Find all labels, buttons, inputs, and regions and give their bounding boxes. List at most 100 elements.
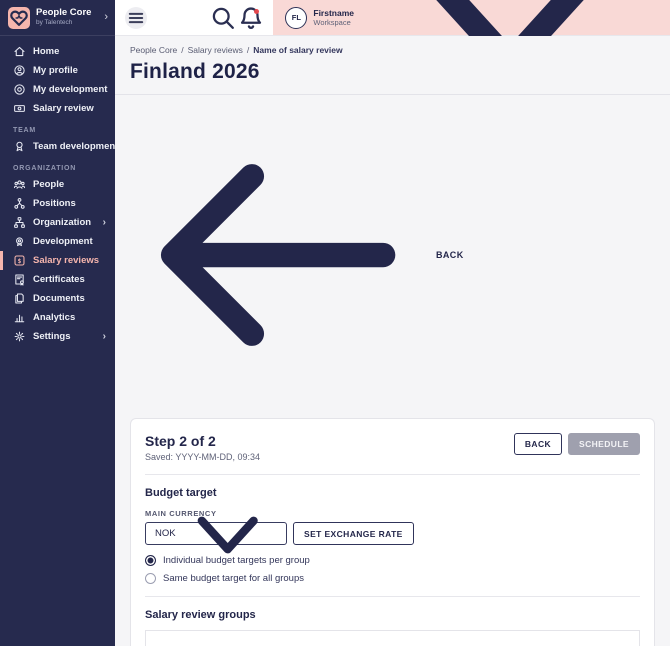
positions-icon bbox=[13, 197, 26, 210]
current-salary-column-header: CURRENT SALARY bbox=[373, 630, 446, 646]
sidebar-item-salary-review[interactable]: Salary review bbox=[0, 99, 115, 118]
home-icon bbox=[13, 45, 26, 58]
page-content: People Core / Salary reviews / Name of s… bbox=[115, 36, 670, 646]
sidebar-item-analytics[interactable]: Analytics bbox=[0, 308, 115, 327]
sidebar-item-label: Positions bbox=[33, 198, 76, 209]
profile-icon bbox=[13, 64, 26, 77]
sidebar-item-label: Settings bbox=[33, 331, 71, 342]
sidebar-item-label: People bbox=[33, 179, 65, 190]
app-logo[interactable]: People Core by Talentech › bbox=[0, 0, 115, 36]
sidebar-item-positions[interactable]: Positions bbox=[0, 194, 115, 213]
sidebar-item-development[interactable]: Development bbox=[0, 232, 115, 251]
user-name: Firstname bbox=[313, 7, 354, 18]
sidebar-nav: Home My profile My development bbox=[0, 36, 118, 352]
group-column-header[interactable]: GROUP bbox=[154, 637, 366, 646]
sidebar-item-settings[interactable]: Settings › bbox=[0, 327, 115, 346]
sidebar-item-label: Certificates bbox=[33, 274, 85, 285]
sidebar-item-salary-reviews[interactable]: $ Salary reviews bbox=[0, 251, 115, 270]
sidebar-item-home[interactable]: Home bbox=[0, 42, 115, 61]
set-exchange-rate-button[interactable]: SET EXCHANGE RATE bbox=[293, 522, 414, 545]
people-core-logo-icon bbox=[8, 6, 30, 29]
breadcrumb: People Core / Salary reviews / Name of s… bbox=[130, 45, 655, 55]
sidebar-personal-section: Home My profile My development bbox=[0, 42, 115, 118]
chevron-right-icon: › bbox=[102, 217, 106, 228]
sidebar-item-documents[interactable]: Documents bbox=[0, 289, 115, 308]
menu-icon bbox=[125, 7, 147, 29]
user-menu[interactable]: FL Firstname Workspace bbox=[273, 0, 670, 75]
breadcrumb-separator: / bbox=[246, 45, 250, 55]
sidebar-item-label: Organization bbox=[33, 217, 92, 228]
sidebar-item-label: My profile bbox=[33, 65, 78, 76]
header-divider bbox=[115, 94, 670, 95]
sidebar-item-certificates[interactable]: Certificates bbox=[0, 270, 115, 289]
settings-icon bbox=[13, 330, 26, 343]
organization-icon bbox=[13, 216, 26, 229]
certificates-icon bbox=[13, 273, 26, 286]
sidebar-item-label: Analytics bbox=[33, 312, 76, 323]
sidebar-item-my-profile[interactable]: My profile bbox=[0, 61, 115, 80]
sidebar-collapse-chevron-icon[interactable]: › bbox=[104, 11, 108, 23]
documents-icon bbox=[13, 292, 26, 305]
back-link[interactable]: BACK bbox=[130, 105, 464, 405]
sidebar: People Core by Talentech › Home My profi… bbox=[0, 0, 118, 646]
wizard-card: Step 2 of 2 Saved: YYYY-MM-DD, 09:34 BAC… bbox=[130, 418, 655, 646]
chevron-down-icon bbox=[176, 482, 279, 585]
page-title: Finland 2026 bbox=[130, 60, 260, 83]
table-header-row: GROUP CURRENT SALARY BUDGET TARGET ESTIM… bbox=[145, 630, 640, 646]
bell-icon bbox=[237, 4, 265, 32]
sidebar-item-people[interactable]: People bbox=[0, 175, 115, 194]
main-area: FL Firstname Workspace People Core / Sal… bbox=[115, 0, 670, 646]
menu-button[interactable] bbox=[125, 6, 147, 29]
topbar: FL Firstname Workspace bbox=[115, 0, 670, 75]
app-name: People Core bbox=[36, 7, 92, 19]
sidebar-item-label: My development bbox=[33, 84, 108, 95]
chevron-right-icon: › bbox=[102, 331, 106, 342]
sidebar-team-section: Team development bbox=[0, 137, 118, 156]
breadcrumb-item-salary-reviews[interactable]: Salary reviews bbox=[187, 45, 243, 55]
salary-reviews-icon: $ bbox=[13, 254, 26, 267]
sidebar-item-label: Home bbox=[33, 46, 60, 57]
arrow-left-icon bbox=[130, 105, 430, 405]
breadcrumb-item-current: Name of salary review bbox=[253, 45, 343, 55]
budget-target-column-header: BUDGET TARGET bbox=[445, 630, 574, 646]
sidebar-item-my-development[interactable]: My development bbox=[0, 80, 115, 99]
divider bbox=[145, 596, 640, 597]
budget-target-heading: Budget target bbox=[145, 487, 217, 499]
salary-groups-table: GROUP CURRENT SALARY BUDGET TARGET ESTIM… bbox=[145, 630, 640, 646]
radio-icon bbox=[145, 573, 156, 584]
sidebar-item-label: Documents bbox=[33, 293, 85, 304]
schedule-button-top[interactable]: SCHEDULE bbox=[568, 433, 640, 455]
sidebar-item-team-development[interactable]: Team development bbox=[0, 137, 118, 156]
section-label-organization: ORGANIZATION bbox=[13, 165, 77, 172]
sidebar-item-label: Salary reviews bbox=[33, 255, 100, 266]
back-button-top[interactable]: BACK bbox=[513, 433, 563, 455]
sidebar-item-label: Development bbox=[33, 236, 93, 247]
search-button[interactable] bbox=[209, 0, 237, 35]
radio-icon bbox=[145, 555, 156, 566]
section-label-team: TEAM bbox=[13, 127, 37, 134]
radio-option-label: Same budget target for all groups bbox=[163, 573, 305, 584]
user-workspace: Workspace bbox=[313, 18, 351, 28]
radio-option-same-budget-target-for-all-groups[interactable]: Same budget target for all groups bbox=[145, 573, 640, 584]
notifications-button[interactable] bbox=[237, 0, 265, 35]
sidebar-item-organization[interactable]: Organization › bbox=[0, 213, 115, 232]
step-title: Step 2 of 2 bbox=[145, 433, 216, 449]
my-development-icon bbox=[13, 83, 26, 96]
radio-option-label: Individual budget targets per group bbox=[163, 555, 310, 566]
divider bbox=[145, 474, 640, 475]
avatar: FL bbox=[285, 6, 308, 29]
sidebar-item-label: Salary review bbox=[33, 103, 94, 114]
currency-select[interactable]: NOK bbox=[145, 516, 287, 554]
team-development-icon bbox=[13, 140, 26, 153]
radio-option-individual-budget-targets-per-group[interactable]: Individual budget targets per group bbox=[145, 555, 640, 566]
budget-target-options: Individual budget targets per group Same… bbox=[145, 555, 640, 584]
search-icon bbox=[209, 4, 237, 32]
sort-chevron-icon bbox=[187, 637, 365, 646]
estimated-salary-column-header: ESTIMATED SALARY bbox=[573, 630, 640, 646]
analytics-icon bbox=[13, 311, 26, 324]
development-icon bbox=[13, 235, 26, 248]
back-link-label: BACK bbox=[436, 250, 464, 260]
breadcrumb-item-people-core[interactable]: People Core bbox=[130, 45, 178, 55]
people-icon bbox=[13, 178, 26, 191]
